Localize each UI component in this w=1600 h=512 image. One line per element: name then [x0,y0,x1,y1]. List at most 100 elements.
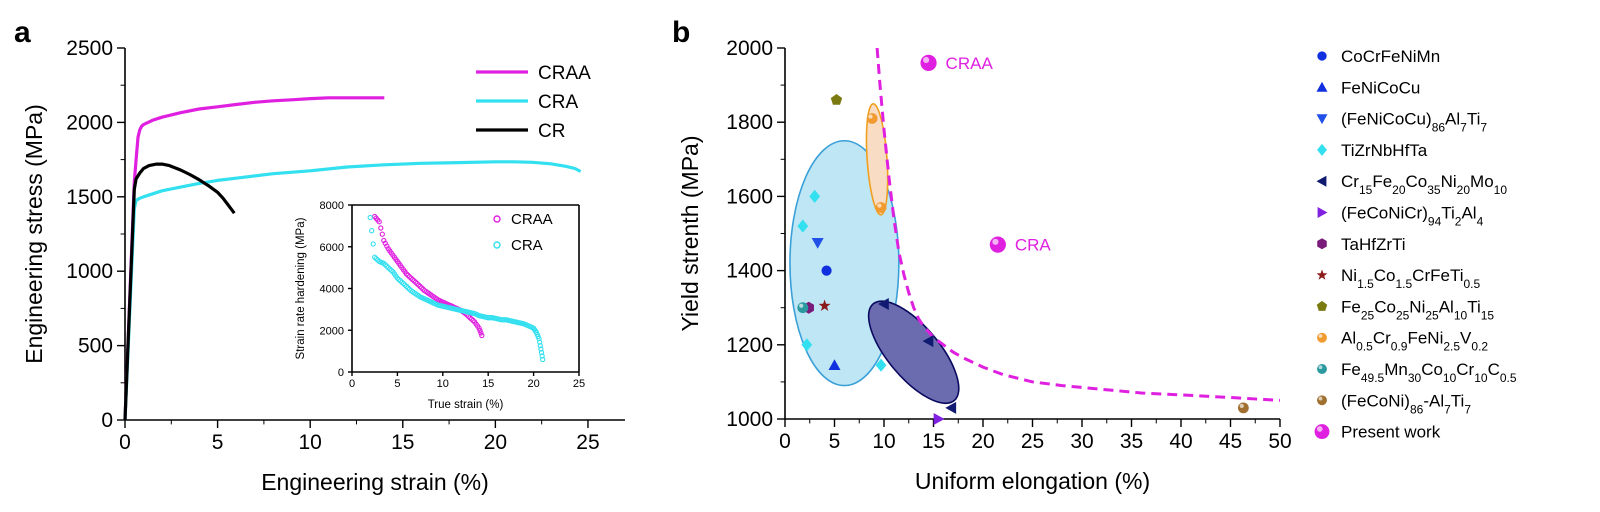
y-tick-label: 1600 [726,185,773,208]
legend-label-Al0.5Cr0.9FeNi2.5V0.2: Al0.5Cr0.9FeNi2.5V0.2 [1341,329,1488,354]
y-tick-label: 0 [101,409,113,432]
x-tick-label: 15 [391,431,414,454]
inset-point-cra [539,353,545,359]
inset-point-craa [479,332,485,339]
x-axis-label: Engineering strain (%) [261,469,489,495]
panel-letter-a: a [14,16,31,49]
x-tick-label: 25 [1021,430,1044,453]
x-tick-label: 20 [527,378,539,390]
legend-label-FeNiCoCu: FeNiCoCu [1341,78,1420,97]
point-(FeCoNi)86-Al7Ti7 [1237,402,1249,414]
y-tick-label: 0 [338,367,344,379]
legend-marker-Present work [1314,424,1330,440]
y-tick-label: 1000 [66,260,113,283]
x-tick-label: 15 [922,430,945,453]
legend-label-cra: CRA [538,92,578,113]
y-tick-label: 1500 [66,186,113,209]
legend-marker-CoCrFeNiMn [1317,51,1327,61]
point-Fe49.5Mn30Co10Cr10C0.5 [797,302,809,314]
x-tick-label: 45 [1219,430,1242,453]
panel-b-legend: CoCrFeNiMn FeNiCoCu (FeNiCoCu)86Al7Ti7 TiZr… [1314,47,1517,442]
x-tick-label: 0 [779,430,791,453]
legend-label-Fe49.5Mn30Co10Cr10C0.5: Fe49.5Mn30Co10Cr10C0.5 [1341,360,1517,385]
legend-marker-Fe49.5Mn30Co10Cr10C0.5 [1317,364,1327,374]
point-Al0.5Cr0.9FeNi2.5V0.2-highlight [877,203,882,208]
legend-label-Fe25Co25Ni25Al10Ti15: Fe25Co25Ni25Al10Ti15 [1341,297,1494,322]
x-tick-label: 0 [119,431,131,454]
ellipse-Al-Cr-Fe-Ni-V-region [865,102,889,216]
x-tick-label: 5 [212,431,224,454]
y-tick-label: 1000 [726,408,773,431]
x-axis-label: True strain (%) [428,399,504,411]
point-Al0.5Cr0.9FeNi2.5V0.2 [875,202,887,213]
point-TiZrNbHfTa [809,189,821,203]
point-Al0.5Cr0.9FeNi2.5V0.2 [866,113,878,124]
point-Present work [920,54,937,71]
legend-label-Ni1.5Co1.5CrFeTi0.5: Ni1.5Co1.5CrFeTi0.5 [1341,266,1480,291]
y-tick-label: 6000 [320,242,344,254]
x-tick-label: 20 [971,430,994,453]
legend-marker-Present work-highlight [1316,426,1323,432]
inset-point-cra [536,335,542,342]
inset-point-cra [538,349,545,356]
legend-marker-Ni1.5Co1.5CrFeTi0.5 [1316,269,1328,280]
inset-legend-marker-cra [493,241,501,249]
y-tick-label: 1800 [726,111,773,134]
y-tick-label: 2000 [726,37,773,60]
inset-point-craa [376,219,382,225]
point-Fe49.5Mn30Co10Cr10C0.5-highlight [799,303,804,308]
y-tick-label: 2500 [66,37,113,60]
x-tick-label: 5 [394,378,400,390]
inset-point-craa [476,325,482,331]
panel-b-chart: 0 5 10 15 20 25 30 35 40 45 50 1000 1200 1400 1600 1800… [677,37,1292,494]
legend-label-craa: CRAA [538,63,591,84]
inset-legend-label-cra: CRA [511,237,543,254]
legend-label-TaHfZrTi: TaHfZrTi [1341,235,1406,254]
x-tick-label: 5 [829,430,841,453]
point-(FeCoNiCr)94Ti2Al4 [933,413,945,425]
series-line-craa [123,96,385,421]
x-tick-label: 25 [576,431,599,454]
x-tick-label: 35 [1120,430,1143,453]
legend-label-(FeCoNiCr)94Ti2Al4: (FeCoNiCr)94Ti2Al4 [1341,204,1484,229]
legend-label-CoCrFeNiMn: CoCrFeNiMn [1341,47,1440,66]
y-tick-label: 500 [78,335,113,358]
legend-marker-(FeNiCoCu)86Al7Ti7 [1316,114,1328,125]
series-line-cr [123,162,236,421]
inset-point-craa [478,330,484,336]
point-FeNiCoCu [828,359,841,371]
series-line-cra [123,160,582,421]
point-Cr15Fe20Co35Ni20Mo10 [922,335,934,348]
legend-marker-Al0.5Cr0.9FeNi2.5V0.2 [1317,332,1327,343]
point-CoCrFeNiMn [821,265,832,276]
y-tick-label: 8000 [320,200,344,212]
y-tick-label: 4000 [320,284,344,296]
x-tick-label: 0 [349,378,355,390]
point-Al0.5Cr0.9FeNi2.5V0.2-highlight [868,114,873,119]
legend-label-(FeNiCoCu)86Al7Ti7: (FeNiCoCu)86Al7Ti7 [1341,110,1487,135]
inset-point-cra [369,228,375,234]
legend-marker-(FeCoNi)86-Al7Ti7-highlight [1318,396,1323,401]
panel-a-chart: 0 5 10 15 20 2505001000150020002500Engineerin… [21,37,625,495]
inset-point-cra [537,342,543,349]
x-tick-label: 50 [1268,430,1291,453]
point-Cr15Fe20Co35Ni20Mo10 [878,297,889,310]
point-TiZrNbHfTa [875,358,887,372]
y-axis-label: Engineering stress (MPa) [21,104,47,364]
inset-legend-marker-craa [493,215,501,223]
point-label-craa: CRAA [946,54,994,73]
point-Present work-highlight [923,56,930,64]
point-TiZrNbHfTa [801,338,813,352]
x-tick-label: 10 [872,430,895,453]
legend-label-cr: CR [538,121,565,142]
y-tick-label: 2000 [320,325,344,337]
legend-marker-TiZrNbHfTa [1317,143,1327,156]
y-tick-label: 2000 [66,111,113,134]
inset-point-cra [537,339,543,345]
y-tick-label: 1200 [726,334,773,357]
x-tick-label: 30 [1070,430,1093,453]
x-tick-label: 40 [1169,430,1192,453]
legend-marker-FeNiCoCu [1316,81,1328,92]
inset-point-craa [379,231,385,237]
